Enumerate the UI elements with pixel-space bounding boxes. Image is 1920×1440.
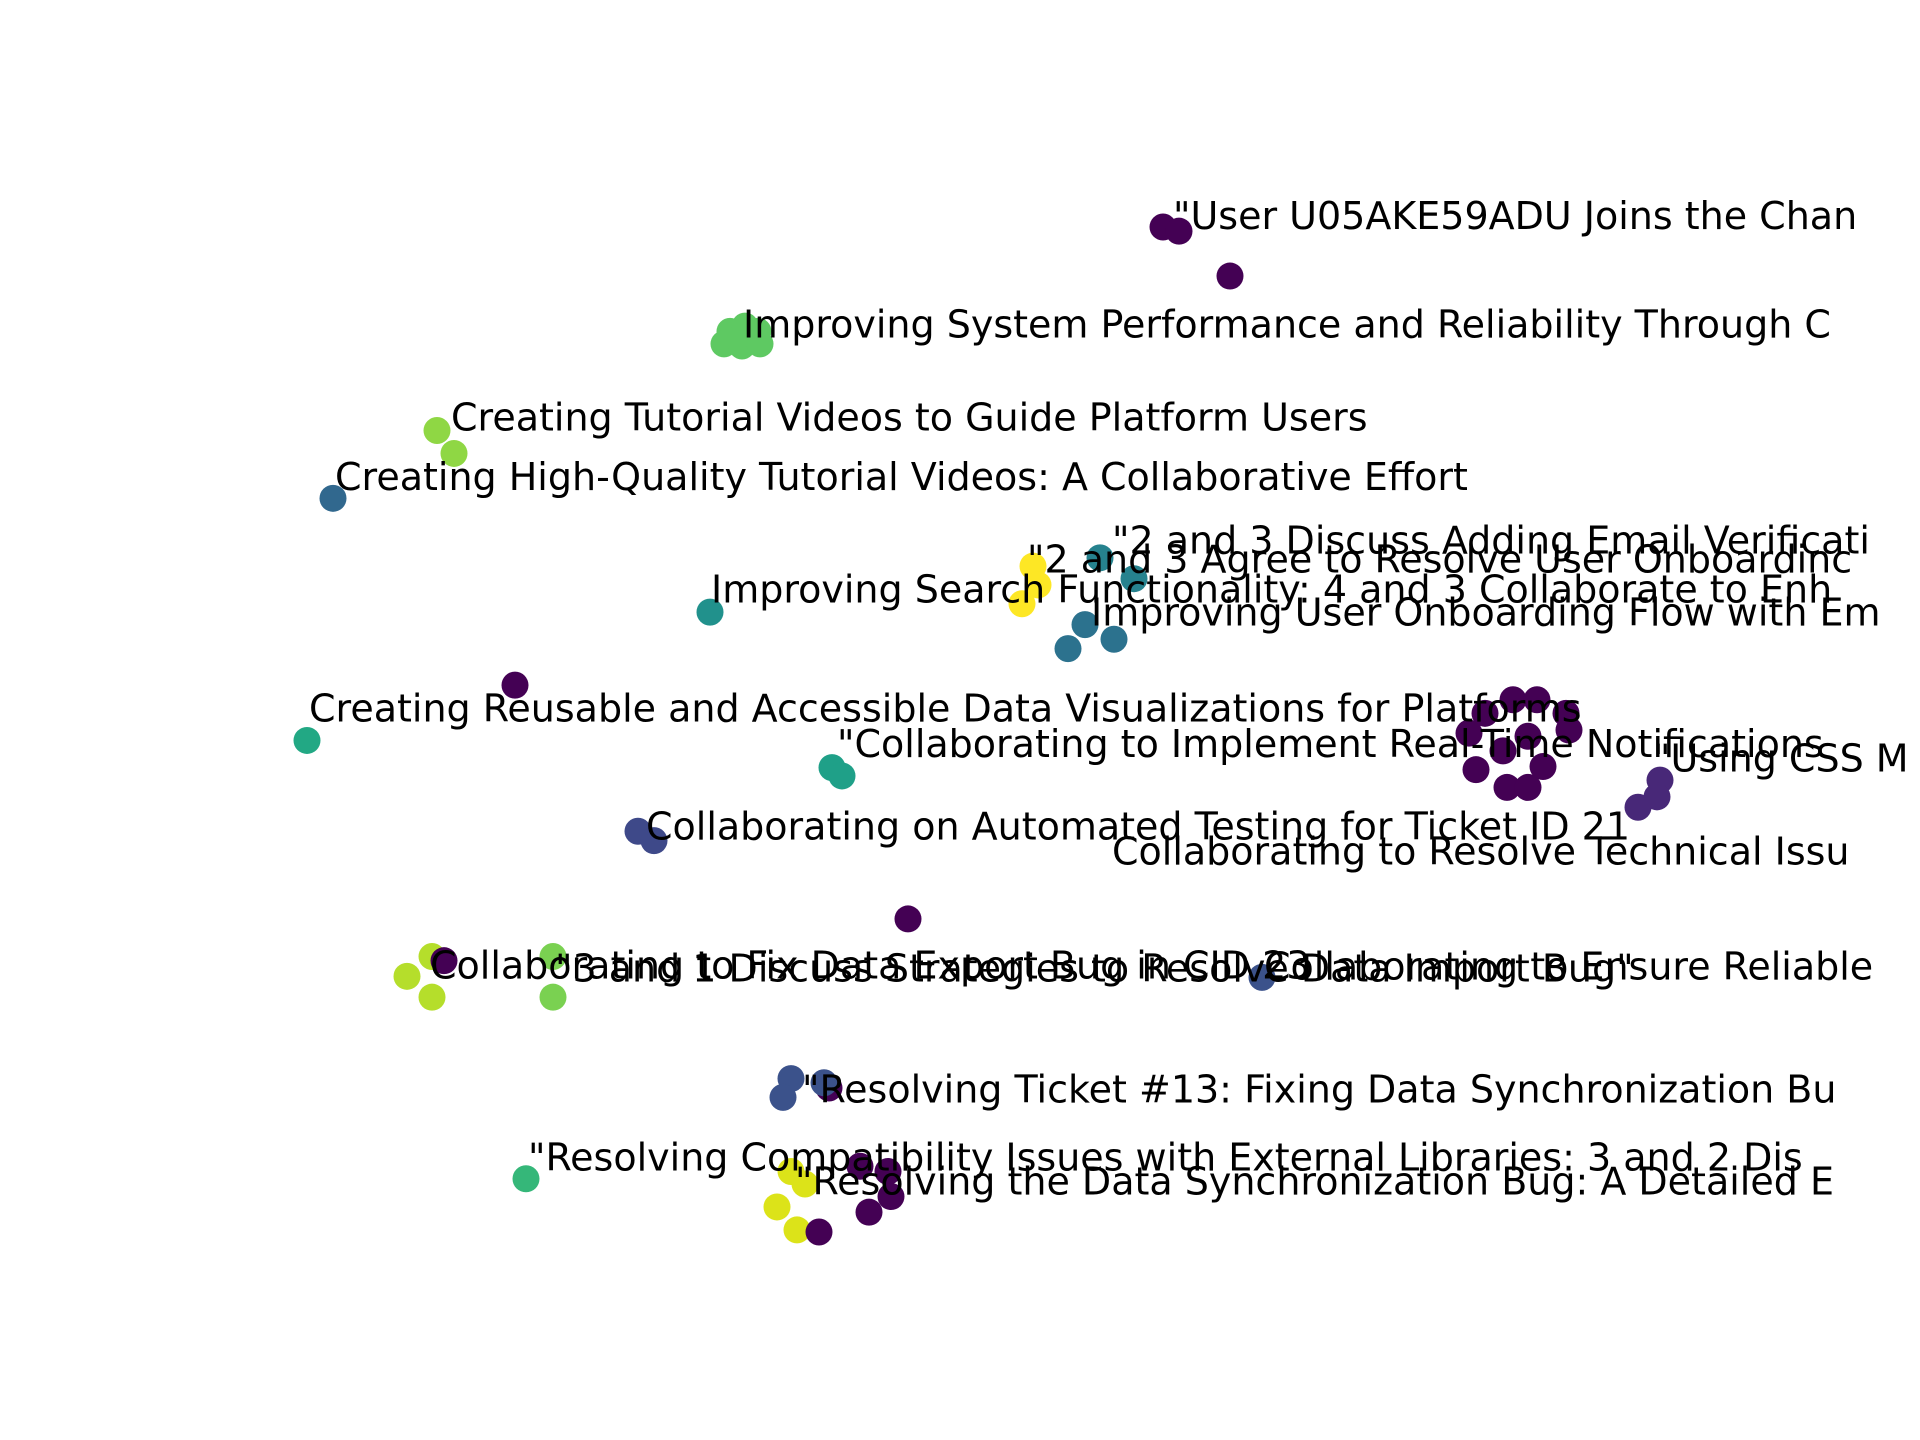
point-annotation: Improving System Performance and Reliabi… (743, 303, 1831, 347)
scatter-point (1120, 565, 1148, 593)
scatter-point (1529, 753, 1557, 781)
point-annotation: "2 and 3 Agree to Resolve User Onboardin… (1027, 537, 1852, 581)
point-annotation: "Resolving the Data Synchronization Bug:… (795, 1159, 1834, 1203)
scatter-point (877, 1183, 905, 1211)
scatter-point (1471, 699, 1499, 727)
point-annotation: Creating Tutorial Videos to Guide Platfo… (451, 395, 1368, 439)
scatter-point (430, 947, 458, 975)
scatter-point (1054, 635, 1082, 663)
scatter-point (1499, 686, 1527, 714)
scatter-point (1071, 611, 1099, 639)
scatter-point (810, 1069, 838, 1097)
scatter-point (1008, 590, 1036, 618)
scatter-point (1493, 773, 1521, 801)
scatter-point (1489, 737, 1517, 765)
scatter-point (1165, 217, 1193, 245)
scatter-point (1555, 716, 1583, 744)
point-annotation: Improving User Onboarding Flow with Em (1091, 591, 1881, 635)
point-annotation: "Using CSS M (1653, 737, 1909, 781)
scatter-point (1455, 719, 1483, 747)
scatter-point (418, 983, 446, 1011)
scatter-point (1624, 793, 1652, 821)
scatter-point (696, 598, 724, 626)
scatter-point (783, 1216, 811, 1244)
scatter-point (1024, 571, 1052, 599)
point-annotation: Collaborating to Fix Data Export Bug in … (430, 943, 1310, 987)
scatter-point (501, 671, 529, 699)
scatter-point (319, 484, 347, 512)
point-annotation: Collaborating to Resolve Technical Issu (1112, 830, 1850, 874)
scatter-point (855, 1198, 883, 1226)
point-annotation: Collaborating on Automated Testing for T… (646, 805, 1630, 849)
scatter-point (512, 1165, 540, 1193)
scatter-point (805, 1218, 833, 1246)
scatter-point (746, 330, 774, 358)
scatter-point (393, 962, 421, 990)
scatter-point (640, 827, 668, 855)
scatter-point (894, 905, 922, 933)
scatter-point (763, 1193, 791, 1221)
scatter-point (791, 1170, 819, 1198)
scatter-point (1523, 686, 1551, 714)
point-annotation: Collaborating to Ensure Reliable (1264, 944, 1873, 988)
scatter-point (293, 726, 321, 754)
scatter-point (1514, 773, 1542, 801)
point-annotation: Creating Reusable and Accessible Data Vi… (309, 687, 1582, 731)
point-annotation: "Resolving Ticket #13: Fixing Data Synch… (802, 1068, 1836, 1112)
scatter-point (1514, 722, 1542, 750)
scatter-point (769, 1083, 797, 1111)
points-layer (293, 213, 1674, 1246)
point-annotation: "Collaborating to Implement Real-Time No… (837, 722, 1824, 766)
scatter-point (1216, 262, 1244, 290)
labels-layer: "User U05AKE59ADU Joins the Chan Improvin… (309, 194, 1909, 1203)
scatter-point (423, 417, 451, 445)
scatter-point (1086, 544, 1114, 572)
point-annotation: Creating High-Quality Tutorial Videos: A… (335, 455, 1468, 499)
scatter-point (828, 762, 856, 790)
point-annotation: Improving Search Functionality: 4 and 3 … (711, 568, 1832, 612)
point-annotation: "User U05AKE59ADU Joins the Chan (1173, 194, 1857, 238)
point-annotation: "2 and 3 Discuss Adding Email Verificati (1112, 519, 1870, 563)
scatter-point (539, 983, 567, 1011)
point-annotation: "3 and 1 Discuss Strategies to Resolve D… (555, 946, 1634, 990)
scatter-point (1462, 756, 1490, 784)
scatter-point (1100, 625, 1128, 653)
scatter-point (874, 1157, 902, 1185)
point-annotation: "Resolving Compatibility Issues with Ext… (528, 1135, 1803, 1179)
scatter-point (440, 439, 468, 467)
scatter-point (539, 942, 567, 970)
scatter-point (846, 1152, 874, 1180)
scatter-point (1248, 963, 1276, 991)
